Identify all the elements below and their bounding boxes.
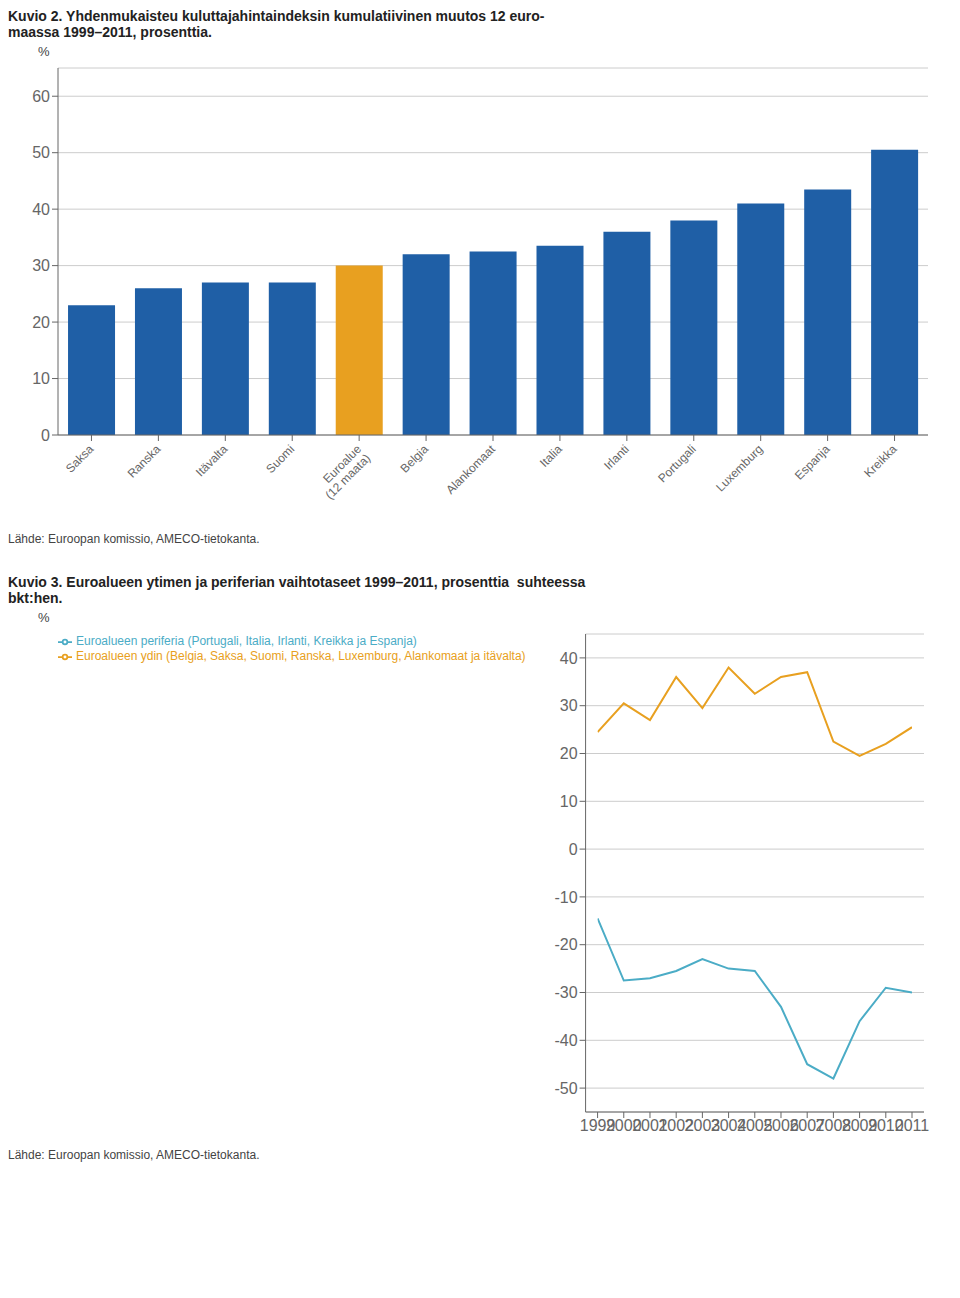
- svg-text:Italia: Italia: [537, 442, 565, 470]
- svg-text:2010: 2010: [868, 1117, 904, 1135]
- html-text:Lähde: Euroopan komissio, AMEC: Lähde: Euroopan komissio, AMECO-tietokan…: [8, 1148, 260, 1162]
- svg-text:2007: 2007: [789, 1117, 825, 1135]
- svg-text:Ranska: Ranska: [125, 442, 164, 481]
- svg-text:20: 20: [560, 745, 578, 762]
- svg-text:2001: 2001: [632, 1117, 668, 1135]
- svg-text:2000: 2000: [606, 1117, 642, 1135]
- svg-text:0: 0: [569, 841, 578, 858]
- svg-text:Alankomaat: Alankomaat: [443, 442, 498, 497]
- svg-text:2009: 2009: [841, 1117, 878, 1135]
- svg-text:Luxemburg: Luxemburg: [713, 442, 765, 494]
- svg-text:Espanja: Espanja: [792, 442, 833, 483]
- svg-text:Irlanti: Irlanti: [601, 442, 632, 473]
- html-text:Kuvio 3. Euroalueen ytimen ja: Kuvio 3. Euroalueen ytimen ja periferian…: [8, 574, 586, 606]
- svg-text:60: 60: [32, 88, 50, 105]
- svg-text:Itävalta: Itävalta: [193, 442, 230, 479]
- html-text:Lähde: Euroopan komissio, AMEC: Lähde: Euroopan komissio, AMECO-tietokan…: [8, 532, 260, 546]
- svg-text:30: 30: [32, 257, 50, 274]
- svg-text:Kreikka: Kreikka: [861, 442, 899, 480]
- svg-text:2006: 2006: [763, 1117, 799, 1135]
- svg-text:-20: -20: [554, 936, 577, 953]
- svg-text:Belgia: Belgia: [398, 442, 432, 476]
- svg-text:1999: 1999: [579, 1117, 616, 1135]
- svg-text:-40: -40: [554, 1032, 577, 1049]
- svg-text:Euroalue(12 maata): Euroalue(12 maata): [313, 442, 373, 502]
- html-text:Euroalueen periferia (Portugal: Euroalueen periferia (Portugali, Italia,…: [76, 634, 417, 648]
- svg-text:2002: 2002: [658, 1117, 694, 1135]
- svg-text:2011: 2011: [895, 1117, 930, 1134]
- svg-text:-10: -10: [554, 889, 577, 906]
- svg-text:Suomi: Suomi: [263, 442, 297, 476]
- svg-text:2003: 2003: [684, 1117, 721, 1135]
- svg-text:40: 40: [560, 650, 578, 667]
- svg-text:2008: 2008: [815, 1117, 852, 1135]
- svg-text:2004: 2004: [710, 1117, 747, 1135]
- html-text:Euroalueen ydin (Belgia, Saksa: Euroalueen ydin (Belgia, Saksa, Suomi, R…: [76, 648, 526, 663]
- svg-text:10: 10: [32, 370, 50, 387]
- svg-text:10: 10: [560, 793, 578, 810]
- svg-text:50: 50: [32, 144, 50, 161]
- svg-text:2005: 2005: [737, 1117, 773, 1135]
- svg-text:-50: -50: [554, 1080, 577, 1097]
- svg-text:Portugali: Portugali: [655, 442, 698, 485]
- svg-text:Saksa: Saksa: [63, 442, 97, 476]
- svg-text:40: 40: [32, 201, 50, 218]
- html-text:Kuvio 2. Yhdenmukaisteu kulutt: Kuvio 2. Yhdenmukaisteu kuluttajahintain…: [8, 8, 545, 40]
- svg-text:20: 20: [32, 314, 50, 331]
- svg-text:-30: -30: [554, 984, 577, 1001]
- svg-text:30: 30: [560, 697, 578, 714]
- svg-text:0: 0: [41, 427, 50, 444]
